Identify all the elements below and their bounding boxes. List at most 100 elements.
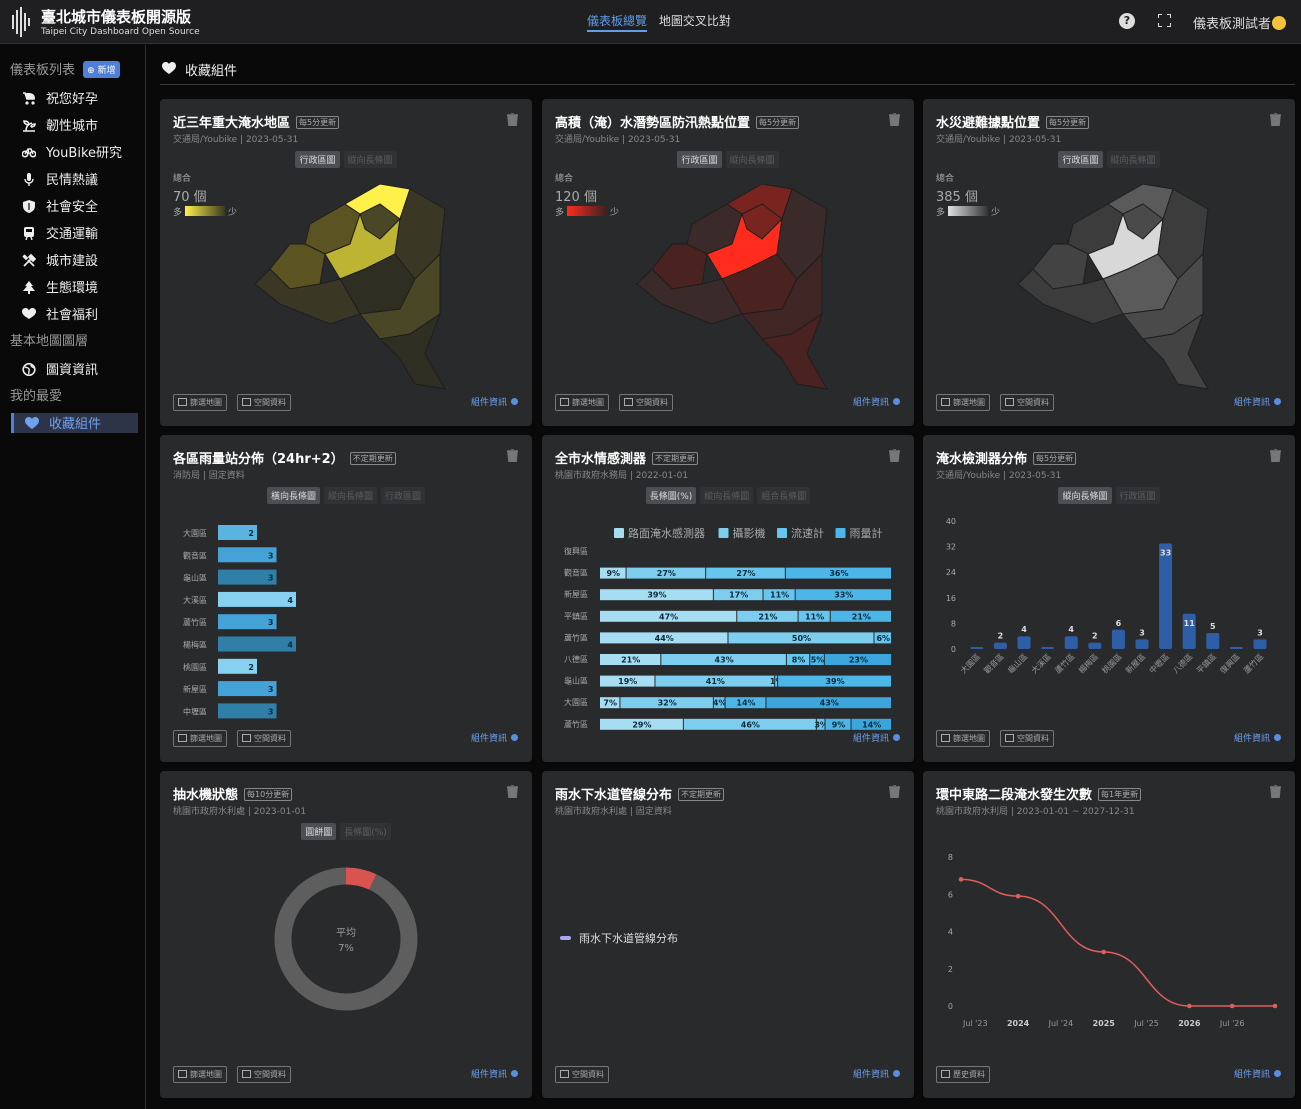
tab-district-map[interactable]: 行政區圖 — [677, 151, 722, 168]
x-tick-label: 2026 — [1178, 1019, 1201, 1028]
y-tick-label: 40 — [946, 517, 956, 526]
component-info-link[interactable]: 組件資訊 — [471, 731, 518, 744]
tab-district-map[interactable]: 行政區圖 — [1058, 151, 1103, 168]
component-info-link[interactable]: 組件資訊 — [1234, 731, 1281, 744]
spatial-data-button[interactable]: 空間資料 — [619, 394, 673, 411]
tab-vertical-bar[interactable]: 縱向長條圖 — [1106, 151, 1160, 168]
segment-value-label: 46% — [741, 720, 760, 729]
filter-map-button[interactable]: 篩選地圖 — [173, 730, 227, 747]
trash-icon[interactable] — [1270, 785, 1281, 798]
tab-pie[interactable]: 圓餅圖 — [301, 823, 337, 840]
help-icon[interactable]: ? — [1119, 13, 1135, 29]
trash-icon[interactable] — [1270, 113, 1281, 126]
y-tick-label: 2 — [948, 965, 953, 974]
legend-gradient — [948, 206, 989, 216]
map-icon — [624, 398, 633, 406]
component-info-link[interactable]: 組件資訊 — [853, 1067, 900, 1080]
history-data-button[interactable]: 歷史資料 — [936, 1066, 990, 1083]
y-tick-label: 觀音區 — [564, 568, 588, 578]
user-menu[interactable]: 儀表板測試者 — [1193, 13, 1287, 32]
nav-map-compare[interactable]: 地圖交叉比對 — [658, 14, 731, 28]
spatial-data-button[interactable]: 空間資料 — [237, 730, 291, 747]
filter-map-button[interactable]: 篩選地圖 — [936, 394, 990, 411]
card-title: 環中東路二段淹水發生次數 每1年更新 — [936, 784, 1142, 803]
component-info-link[interactable]: 組件資訊 — [471, 1067, 518, 1080]
district-map[interactable] — [250, 184, 450, 394]
spatial-data-button[interactable]: 空間資料 — [555, 1066, 609, 1083]
trash-icon[interactable] — [1270, 449, 1281, 462]
bar-value-label: 3 — [268, 685, 274, 694]
donut-chart[interactable]: 平均 7% — [266, 859, 426, 1019]
sidebar-item-city-build[interactable]: 城市建設 — [22, 250, 98, 270]
filter-map-button[interactable]: 篩選地圖 — [173, 394, 227, 411]
sidebar-item-map-info[interactable]: 圖資資訊 — [22, 359, 98, 379]
tab-vertical-bar[interactable]: 縱向長條圖 — [700, 487, 754, 504]
district-map[interactable] — [1013, 184, 1213, 394]
segment-value-label: 7% — [603, 699, 617, 708]
sidebar-item-pregnancy[interactable]: 祝您好孕 — [22, 88, 98, 108]
tab-vertical-bar[interactable]: 縱向長條圖 — [725, 151, 779, 168]
sidebar-item-transport[interactable]: 交通運輸 — [22, 223, 98, 243]
line-chart[interactable]: 0 2 4 6 8 Jul '23 2024 Jul '24 2025 Jul '25 2026 Ju… — [923, 849, 1295, 1034]
filter-map-button[interactable]: 篩選地圖 — [936, 730, 990, 747]
sidebar-section-dashboards: 儀表板列表 ⊕ 新增 — [10, 59, 120, 78]
sidebar-item-resilient-city[interactable]: 韌性城市 — [22, 115, 98, 135]
spatial-data-button[interactable]: 空間資料 — [237, 1066, 291, 1083]
component-info-link[interactable]: 組件資訊 — [853, 395, 900, 408]
tab-district-map[interactable]: 行政區圖 — [381, 487, 426, 504]
component-info-link[interactable]: 組件資訊 — [471, 395, 518, 408]
component-info-link[interactable]: 組件資訊 — [1234, 1067, 1281, 1080]
filter-map-button[interactable]: 篩選地圖 — [173, 1066, 227, 1083]
bar-segment — [728, 632, 874, 644]
district-map[interactable] — [632, 184, 832, 394]
sidebar-item-ecology[interactable]: 生態環境 — [22, 277, 98, 297]
update-frequency-badge: 每5分更新 — [1046, 116, 1090, 129]
tab-vertical-bar[interactable]: 縱向長條圖 — [343, 151, 397, 168]
tab-district-map[interactable]: 行政區圖 — [1115, 487, 1160, 504]
data-point — [1272, 1003, 1278, 1009]
trash-icon[interactable] — [507, 785, 518, 798]
nav-dashboard-overview[interactable]: 儀表板總覽 — [587, 14, 648, 32]
card-flood-detectors: 淹水檢測器分佈 每5分更新 交通局/Youbike | 2023-05-31 縱向… — [923, 435, 1295, 762]
info-icon — [1274, 734, 1281, 741]
filter-map-button[interactable]: 篩選地圖 — [555, 394, 609, 411]
trash-icon[interactable] — [507, 113, 518, 126]
trash-icon[interactable] — [889, 449, 900, 462]
bar — [218, 547, 277, 563]
trash-icon[interactable] — [889, 113, 900, 126]
tab-percent-bar[interactable]: 長條圖(%) — [645, 487, 697, 504]
map-icon — [242, 1070, 251, 1078]
component-info-link[interactable]: 組件資訊 — [1234, 395, 1281, 408]
y-tick-label: 龜山區 — [183, 573, 207, 583]
legend-label: 攝影機 — [733, 526, 766, 540]
tab-vertical-bar[interactable]: 縱向長條圖 — [323, 487, 377, 504]
heart-icon — [162, 62, 176, 74]
x-tick-label: 2025 — [1093, 1019, 1116, 1028]
spatial-data-button[interactable]: 空間資料 — [1000, 730, 1054, 747]
sidebar-item-social-safety[interactable]: 社會安全 — [22, 196, 98, 216]
trash-icon[interactable] — [889, 785, 900, 798]
trash-icon[interactable] — [507, 449, 518, 462]
add-dashboard-button[interactable]: ⊕ 新增 — [83, 61, 120, 78]
tab-percent-bar[interactable]: 長條圖(%) — [340, 823, 391, 840]
vertical-bar-chart[interactable]: 0 8 16 24 32 40 大園區 2 觀音區 4 龜山區 大溪區 4 蘆竹區 2 楊梅區 6 桃園區 3 新屋區… — [923, 513, 1295, 718]
card-source: 消防局 | 固定資料 — [173, 471, 245, 481]
card-source: 桃園市政府水利處 | 2023-01-01 — [173, 807, 307, 817]
component-info-link[interactable]: 組件資訊 — [853, 731, 900, 744]
fullscreen-icon[interactable] — [1158, 14, 1171, 27]
spatial-data-button[interactable]: 空間資料 — [1000, 394, 1054, 411]
tab-combined-bar[interactable]: 組合長條圖 — [757, 487, 811, 504]
tab-horizontal-bar[interactable]: 橫向長條圖 — [266, 487, 320, 504]
tab-district-map[interactable]: 行政區圖 — [295, 151, 340, 168]
dashboard-logo-icon[interactable] — [12, 7, 30, 37]
sidebar-item-favorite-components[interactable]: 收藏組件 — [11, 413, 138, 433]
horizontal-bar-chart[interactable]: 大園區 2 觀音區 3 龜山區 3 大溪區 4 蘆竹區 3 楊梅區 4 桃園區 2 新屋區 3 中壢區 3 — [160, 517, 532, 727]
tab-vertical-bar[interactable]: 縱向長條圖 — [1058, 487, 1112, 504]
sidebar-item-public-opinion[interactable]: 民情熱議 — [22, 169, 98, 189]
sidebar-item-youbike[interactable]: YouBike研究 — [22, 142, 122, 162]
map-legend: 總合 120 個 多少 — [555, 174, 620, 218]
bar-segment — [713, 697, 725, 709]
spatial-data-button[interactable]: 空間資料 — [237, 394, 291, 411]
sidebar-item-welfare[interactable]: 社會福利 — [22, 304, 98, 324]
